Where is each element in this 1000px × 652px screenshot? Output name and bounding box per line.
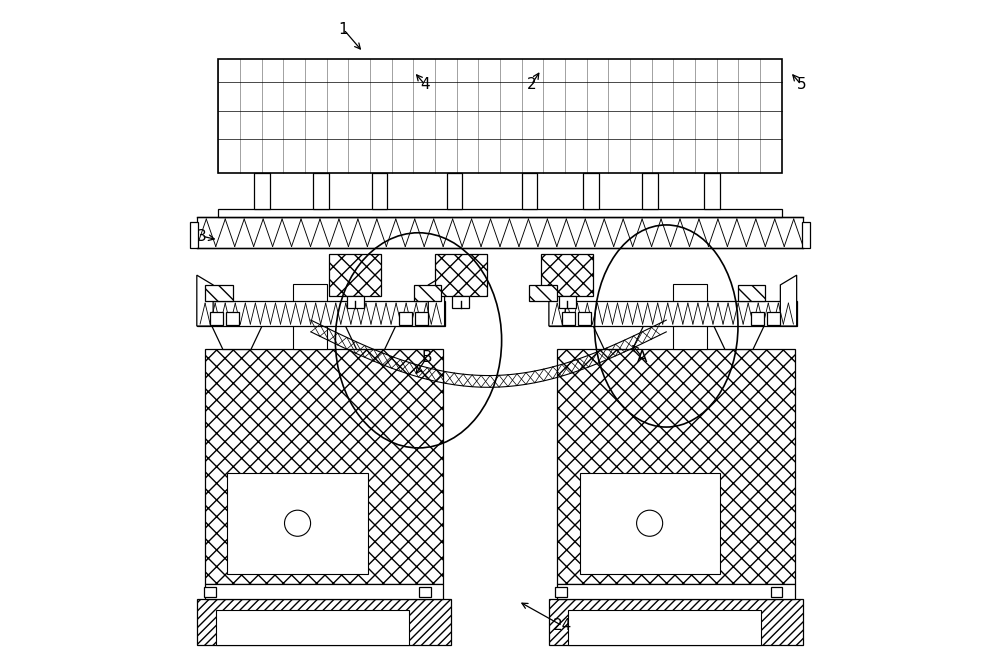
- Circle shape: [637, 510, 663, 536]
- Polygon shape: [197, 275, 213, 326]
- Bar: [226, 312, 239, 325]
- Bar: [313, 173, 329, 209]
- Bar: [447, 173, 462, 209]
- Bar: [557, 584, 795, 599]
- Bar: [197, 599, 451, 645]
- Text: A: A: [637, 349, 647, 365]
- Bar: [204, 587, 216, 597]
- Bar: [205, 584, 443, 599]
- Bar: [197, 301, 445, 326]
- Bar: [205, 349, 443, 584]
- Bar: [399, 312, 412, 325]
- Bar: [704, 173, 720, 209]
- Bar: [562, 312, 575, 325]
- Text: 5: 5: [796, 77, 806, 93]
- Bar: [218, 209, 782, 217]
- Bar: [347, 296, 364, 308]
- Text: 3: 3: [197, 228, 206, 244]
- Bar: [583, 173, 599, 209]
- Bar: [227, 473, 368, 574]
- Bar: [372, 173, 387, 209]
- Bar: [218, 59, 782, 173]
- Bar: [559, 296, 576, 308]
- Bar: [329, 254, 381, 296]
- Bar: [452, 296, 469, 308]
- Bar: [254, 173, 270, 209]
- Bar: [771, 587, 782, 597]
- Bar: [293, 284, 327, 349]
- Bar: [555, 587, 567, 597]
- Polygon shape: [212, 326, 262, 349]
- Polygon shape: [780, 275, 797, 326]
- Bar: [578, 312, 591, 325]
- Bar: [738, 285, 765, 301]
- Bar: [673, 284, 707, 349]
- Bar: [216, 610, 409, 645]
- Polygon shape: [714, 326, 764, 349]
- Polygon shape: [345, 326, 396, 349]
- Bar: [529, 285, 557, 301]
- Bar: [568, 610, 761, 645]
- Bar: [414, 285, 441, 301]
- Bar: [549, 301, 797, 326]
- Circle shape: [285, 510, 311, 536]
- Bar: [190, 222, 198, 248]
- Text: 2: 2: [526, 77, 536, 93]
- Bar: [767, 312, 780, 325]
- Bar: [580, 473, 720, 574]
- Bar: [419, 587, 431, 597]
- Bar: [673, 284, 707, 349]
- Bar: [205, 285, 233, 301]
- Bar: [197, 217, 803, 248]
- Bar: [293, 284, 327, 349]
- Bar: [751, 312, 764, 325]
- Text: 4: 4: [420, 77, 430, 93]
- Bar: [549, 599, 803, 645]
- Polygon shape: [428, 275, 445, 326]
- Text: 24: 24: [553, 618, 572, 634]
- Text: 1: 1: [339, 22, 348, 37]
- Bar: [415, 312, 428, 325]
- Bar: [802, 222, 810, 248]
- Bar: [435, 254, 487, 296]
- Bar: [541, 254, 593, 296]
- Polygon shape: [549, 275, 565, 326]
- Bar: [522, 173, 537, 209]
- Text: B: B: [422, 349, 432, 365]
- Polygon shape: [593, 326, 643, 349]
- Bar: [210, 312, 223, 325]
- Bar: [557, 349, 795, 584]
- Bar: [642, 173, 658, 209]
